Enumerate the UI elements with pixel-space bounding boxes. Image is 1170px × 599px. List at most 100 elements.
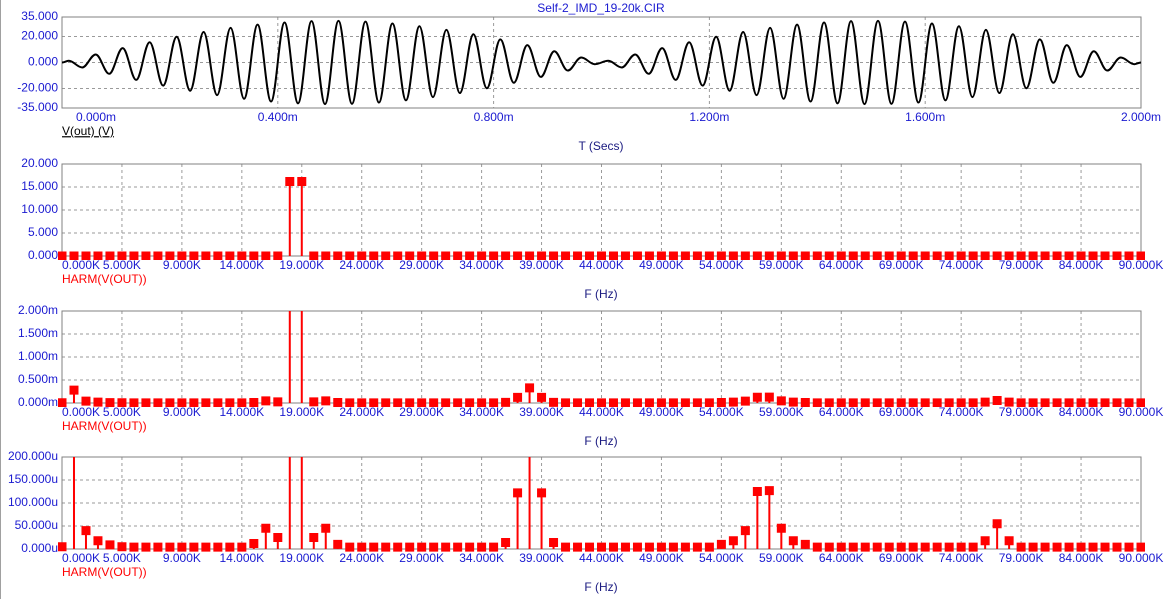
x-tick-label: 0.000m <box>76 110 116 124</box>
harmonic-stem <box>668 398 678 407</box>
harmonic-stem <box>656 251 666 260</box>
series-label: HARM(V(OUT)) <box>62 565 147 579</box>
harmonic-stem <box>956 251 966 260</box>
y-tick-label: 10.000 <box>21 202 58 216</box>
harmonic-stem <box>453 542 463 552</box>
harmonic-stem <box>213 251 223 260</box>
harmonic-stem <box>608 542 618 552</box>
x-tick-label: 49.000K <box>639 551 684 565</box>
harmonic-stem <box>812 398 822 407</box>
harmonic-stem <box>453 251 463 260</box>
x-tick-label: 0.800m <box>474 110 514 124</box>
harmonic-stem <box>129 398 139 407</box>
plot: Self-2_IMD_19-20k.CIR -35.000 -20.000 0.000… <box>17 1 1161 153</box>
x-tick-label: 0.000K <box>62 258 100 272</box>
harmonic-stem <box>932 542 942 552</box>
harmonic-stem <box>309 397 319 407</box>
harmonic-stem <box>285 176 295 256</box>
harmonic-stem <box>213 398 223 407</box>
harmonic-stem <box>537 251 547 260</box>
series-label: V(out) (V) <box>62 124 114 138</box>
harmonic-stem <box>549 397 559 407</box>
harmonic-stem <box>573 251 583 260</box>
harmonic-stem <box>608 398 618 407</box>
harmonic-stem <box>81 396 91 406</box>
x-tick-label: 64.000K <box>819 551 864 565</box>
harmonic-stem <box>1124 398 1134 407</box>
harmonic-stem <box>117 398 127 407</box>
harmonic-stem <box>980 536 990 549</box>
harmonic-stem <box>860 398 870 407</box>
harmonic-stem <box>776 396 786 406</box>
harmonic-stem <box>189 398 199 407</box>
x-tick-label: 49.000K <box>639 258 684 272</box>
harmonic-stem <box>369 542 379 552</box>
harmonic-stem <box>528 457 531 549</box>
harmonic-stem <box>1040 542 1050 552</box>
harmonic-stem <box>429 251 439 260</box>
harmonic-stem <box>968 542 978 552</box>
harmonic-stem <box>692 398 702 407</box>
harmonic-stem <box>237 542 247 552</box>
harmonic-stem <box>1040 251 1050 260</box>
x-tick-label: 34.000K <box>459 551 504 565</box>
harmonic-stem <box>884 542 894 552</box>
x-tick-label: 64.000K <box>819 405 864 419</box>
harmonic-stem <box>81 251 91 260</box>
harmonic-stem <box>417 398 427 407</box>
harmonic-stem <box>597 398 606 407</box>
harmonic-stem <box>81 526 91 549</box>
harmonic-stem <box>513 251 523 260</box>
harmonic-stem <box>177 398 187 407</box>
harmonic-stem <box>944 251 954 260</box>
y-tick-label: 2.000m <box>18 303 58 317</box>
harmonic-stem <box>381 251 391 260</box>
plot: 0.000m 0.500m 1.000m 1.500m 2.000m 0.000K 5.00… <box>18 303 1163 448</box>
harmonic-stem <box>297 176 307 256</box>
x-tick-label: 54.000K <box>699 405 744 419</box>
harmonic-stem <box>441 542 451 552</box>
harmonic-stem <box>692 251 702 260</box>
harmonic-stem <box>357 542 367 552</box>
x-tick-label: 14.000K <box>219 405 264 419</box>
harmonic-stem <box>225 542 235 552</box>
x-tick-label: 44.000K <box>579 551 624 565</box>
harmonic-stem <box>201 398 211 407</box>
harmonic-stem <box>105 398 115 407</box>
x-tick-label: 54.000K <box>699 551 744 565</box>
harmonic-stem <box>1052 542 1062 552</box>
harmonic-stem <box>321 523 331 549</box>
harmonic-stem <box>345 542 355 552</box>
harmonic-stem <box>896 542 906 552</box>
harmonic-stem <box>58 251 67 260</box>
harmonic-stem <box>513 488 523 549</box>
y-tick-label: 5.000 <box>28 225 58 239</box>
harmonic-stem <box>1076 542 1086 552</box>
harmonic-stem <box>1088 251 1098 260</box>
x-tick-label: 90.000K <box>1119 551 1164 565</box>
plot: 0.000 5.000 10.000 15.000 20.000 0.000K 5.000K… <box>21 156 1163 301</box>
harmonic-stem <box>1100 542 1110 552</box>
harmonic-stem <box>93 397 103 407</box>
harmonic-stem <box>704 398 714 407</box>
harmonic-stem <box>273 397 283 407</box>
harmonic-stem <box>1112 398 1122 407</box>
harmonic-stem <box>1100 398 1110 407</box>
harmonic-stem <box>489 251 499 260</box>
harmonic-stem <box>309 251 319 260</box>
harmonic-stem <box>453 398 463 407</box>
harmonic-stem <box>1112 251 1122 260</box>
harmonic-stem <box>345 398 355 407</box>
harmonic-stem <box>812 542 822 552</box>
harmonic-stem <box>1136 542 1145 552</box>
harmonic-stem <box>956 542 966 552</box>
harmonic-stem <box>189 251 199 260</box>
marks <box>58 311 1145 407</box>
harmonic-stem <box>968 398 978 407</box>
harmonic-stem <box>429 542 439 552</box>
harmonic-stem <box>249 397 259 407</box>
harmonic-stem <box>644 251 654 260</box>
harmonic-stem <box>201 251 211 260</box>
harmonic-stem <box>333 251 343 260</box>
harmonic-stem <box>1064 398 1074 407</box>
